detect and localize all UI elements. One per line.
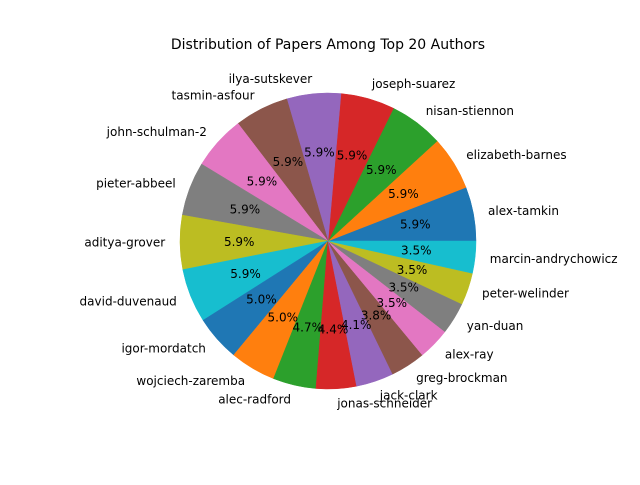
slice-label: greg-brockman <box>416 371 507 385</box>
slice-label: igor-mordatch <box>121 342 205 356</box>
slice-label: nisan-stiennon <box>426 104 514 118</box>
slice-label: aditya-grover <box>84 236 165 250</box>
percent-label: 5.9% <box>273 155 304 169</box>
slice-label: ilya-sutskever <box>229 72 313 86</box>
percent-label: 4.4% <box>318 323 349 337</box>
pie-slices <box>179 92 477 390</box>
percent-label: 5.9% <box>247 175 278 189</box>
percent-label: 5.9% <box>366 163 397 177</box>
percent-label: 5.9% <box>400 218 431 232</box>
slice-label: john-schulman-2 <box>106 125 207 139</box>
slice-label: jack-clark <box>379 388 438 402</box>
percent-label: 5.9% <box>230 203 261 217</box>
slice-label: marcin-andrychowicz <box>490 252 618 266</box>
percent-label: 4.7% <box>293 321 324 335</box>
percent-label: 5.9% <box>388 187 419 201</box>
percent-label: 3.5% <box>377 296 408 310</box>
slice-label: alex-tamkin <box>488 204 559 218</box>
percent-label: 4.1% <box>341 318 372 332</box>
percent-label: 3.5% <box>401 244 432 258</box>
slice-label: pieter-abbeel <box>96 177 176 191</box>
slice-label: peter-welinder <box>482 287 569 301</box>
percent-label: 5.0% <box>268 310 299 324</box>
percent-label: 3.8% <box>361 309 392 323</box>
slice-label: david-duvenaud <box>80 294 177 308</box>
percent-label: 5.0% <box>246 293 277 307</box>
slice-label: joseph-suarez <box>371 77 455 91</box>
slice-label: jonas-schneider <box>336 397 432 411</box>
percent-label: 3.5% <box>388 280 419 294</box>
percent-label: 5.9% <box>337 149 368 163</box>
percent-label: 3.5% <box>397 263 428 277</box>
percent-labels: 5.9%5.9%5.9%5.9%5.9%5.9%5.9%5.9%5.9%5.9%… <box>224 146 432 337</box>
slice-label: yan-duan <box>467 319 524 333</box>
slice-label: elizabeth-barnes <box>466 148 566 162</box>
slice-label: alec-radford <box>218 393 291 407</box>
slice-label: alex-ray <box>445 347 494 361</box>
slice-label: tasmin-asfour <box>172 89 255 103</box>
percent-label: 5.9% <box>304 146 335 160</box>
chart-title: Distribution of Papers Among Top 20 Auth… <box>171 37 485 53</box>
percent-label: 5.9% <box>230 267 261 281</box>
percent-label: 5.9% <box>224 235 255 249</box>
pie-slice-marcin-andrychowicz <box>327 240 477 274</box>
slice-label: wojciech-zaremba <box>136 374 245 388</box>
slice-labels: alex-tamkin elizabeth-barnes nisan-stienno… <box>80 72 618 411</box>
